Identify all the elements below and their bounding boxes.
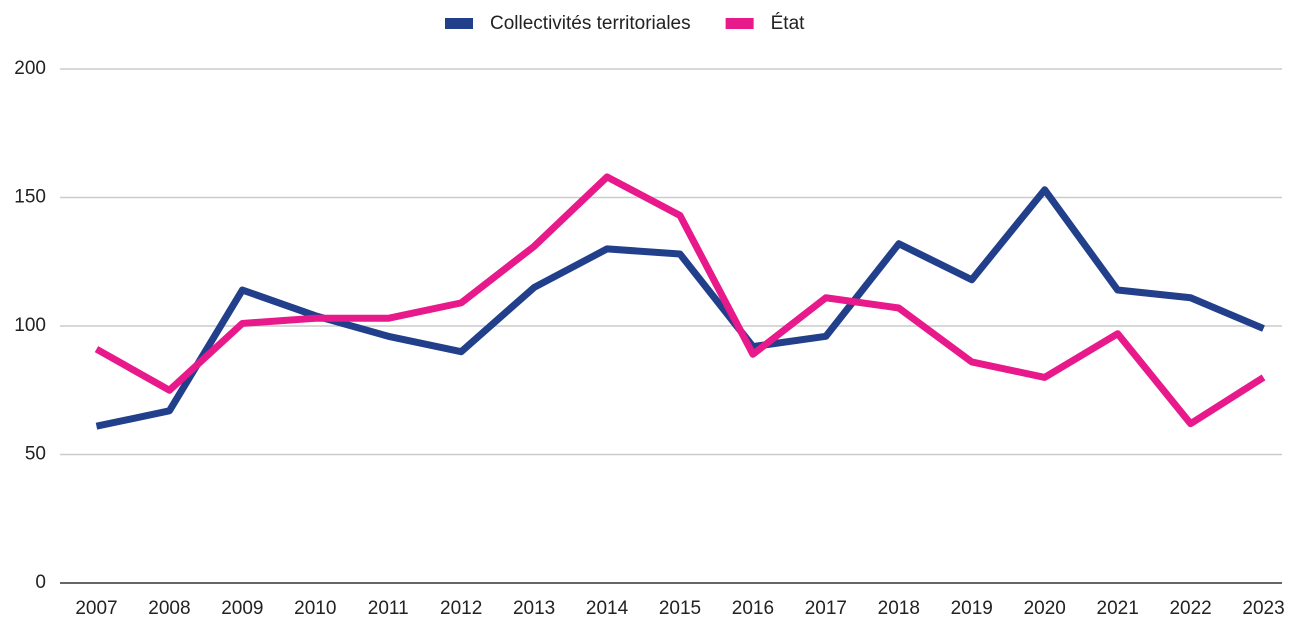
x-tick-label: 2015 [659, 598, 701, 619]
x-tick-label: 2010 [294, 598, 336, 619]
legend-swatch [725, 18, 754, 29]
legend-label: État [771, 13, 806, 34]
x-tick-label: 2023 [1242, 598, 1284, 619]
x-tick-label: 2013 [513, 598, 555, 619]
y-tick-label: 100 [14, 315, 46, 336]
x-tick-label: 2009 [221, 598, 263, 619]
y-tick-label: 200 [14, 58, 46, 79]
x-tick-label: 2012 [440, 598, 482, 619]
x-tick-label: 2018 [878, 598, 920, 619]
x-tick-label: 2014 [586, 598, 629, 619]
x-tick-label: 2011 [368, 598, 409, 619]
x-tick-label: 2007 [75, 598, 117, 619]
x-tick-label: 2021 [1097, 598, 1139, 619]
x-tick-label: 2016 [732, 598, 774, 619]
x-tick-label: 2020 [1024, 598, 1066, 619]
legend-swatch [445, 18, 473, 29]
x-tick-label: 2022 [1169, 598, 1211, 619]
y-tick-label: 0 [35, 572, 46, 593]
x-tick-label: 2008 [148, 598, 190, 619]
x-tick-label: 2019 [951, 598, 993, 619]
y-tick-label: 150 [14, 187, 46, 208]
y-tick-label: 50 [25, 444, 46, 465]
series-line [94, 173, 1266, 428]
series-line [95, 186, 1265, 430]
legend-label: Collectivités territoriales [490, 13, 691, 34]
x-tick-label: 2017 [805, 598, 847, 619]
